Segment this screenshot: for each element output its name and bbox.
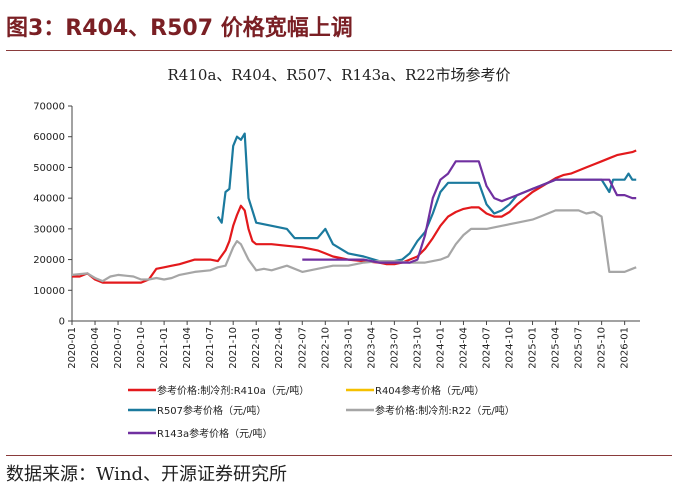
x-tick-label: 2023-10 xyxy=(412,327,423,369)
x-tick-label: 2026-01 xyxy=(620,327,631,369)
y-tick-label: 50000 xyxy=(33,163,65,174)
x-tick-label: 2021-04 xyxy=(182,327,193,369)
chart-legend: 参考价格:制冷剂:R410a（元/吨） R404参考价格（元/吨） R507参考价格… xyxy=(128,384,515,440)
x-tick-label: 2024-10 xyxy=(505,327,516,369)
y-tick-label: 20000 xyxy=(33,255,65,266)
figure-title: 图3：R404、R507 价格宽幅上调 xyxy=(6,16,353,41)
legend-label-0: 参考价格:制冷剂:R410a（元/吨） xyxy=(157,384,309,397)
y-tick-label: 40000 xyxy=(33,194,65,205)
x-tick-label: 2025-07 xyxy=(574,327,585,369)
x-tick-label: 2022-07 xyxy=(297,327,308,369)
y-tick-label: 70000 xyxy=(33,102,65,113)
x-tick-label: 2020-07 xyxy=(113,327,124,369)
x-tick-label: 2024-04 xyxy=(458,327,469,369)
series-line-4 xyxy=(302,160,637,264)
x-tick-label: 2021-10 xyxy=(228,327,239,369)
x-tick-label: 2023-04 xyxy=(366,327,377,369)
x-tick-label: 2022-04 xyxy=(274,327,285,369)
x-tick-label: 2025-10 xyxy=(597,327,608,369)
x-tick-label: 2020-04 xyxy=(90,327,101,369)
series-line-0 xyxy=(72,149,637,284)
y-tick-label: 30000 xyxy=(33,224,65,235)
legend-label-3: 参考价格:制冷剂:R22（元/吨） xyxy=(375,404,515,417)
x-tick-label: 2020-01 xyxy=(67,327,78,369)
chart-title: R410a、R404、R507、R143a、R22市场参考价 xyxy=(168,66,511,84)
top-rule xyxy=(6,50,672,51)
x-tick-label: 2021-07 xyxy=(205,327,216,369)
x-tick-label: 2025-01 xyxy=(528,327,539,369)
y-tick-label: 60000 xyxy=(33,132,65,143)
x-tick-label: 2024-07 xyxy=(481,327,492,369)
y-tick-label: 10000 xyxy=(33,286,65,297)
x-tick-label: 2025-04 xyxy=(551,327,562,369)
x-tick-label: 2024-01 xyxy=(435,327,446,369)
legend-label-2: R507参考价格（元/吨） xyxy=(157,404,266,417)
x-tick-label: 2021-01 xyxy=(159,327,170,369)
source-note: 数据来源：Wind、开源证券研究所 xyxy=(6,464,288,485)
series-line-2 xyxy=(216,132,637,264)
x-tick-label: 2023-01 xyxy=(343,327,354,369)
y-tick-label: 0 xyxy=(59,317,65,328)
x-tick-label: 2023-07 xyxy=(389,327,400,369)
x-tick-label: 2022-01 xyxy=(251,327,262,369)
x-tick-label: 2022-10 xyxy=(320,327,331,369)
bottom-rule xyxy=(6,455,672,456)
legend-label-4: R143a参考价格（元/吨） xyxy=(157,427,273,440)
chart-series xyxy=(71,132,637,284)
legend-label-1: R404参考价格（元/吨） xyxy=(375,384,484,397)
chart-axes: 0 10000 20000 30000 40000 50000 60000 70000 2020… xyxy=(33,102,640,369)
series-line-3 xyxy=(71,209,637,283)
x-tick-label: 2020-10 xyxy=(136,327,147,369)
